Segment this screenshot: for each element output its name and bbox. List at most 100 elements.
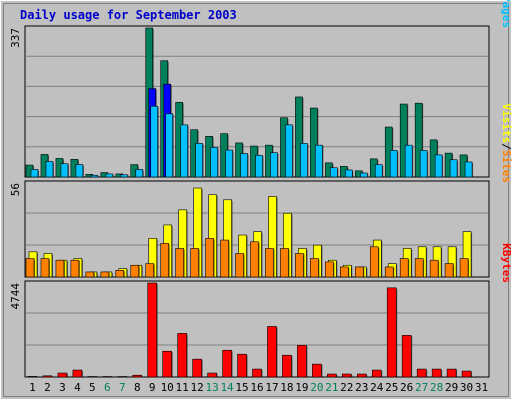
bar-sites-day-15 xyxy=(236,254,244,278)
bar-pages-day-1 xyxy=(31,169,38,177)
x-tick-label-17: 17 xyxy=(265,381,278,394)
x-tick-label-7: 7 xyxy=(119,381,126,394)
x-tick-label-19: 19 xyxy=(295,381,308,394)
x-tick-label-3: 3 xyxy=(59,381,66,394)
bar-sites-day-29 xyxy=(445,264,453,277)
x-tick-label-27: 27 xyxy=(415,381,428,394)
bar-kbytes-day-30 xyxy=(462,371,471,377)
bar-kbytes-day-28 xyxy=(432,369,441,377)
bar-kbytes-day-29 xyxy=(447,369,456,377)
legend-entry-visits-0: Visits xyxy=(500,104,512,144)
bar-sites-day-11 xyxy=(176,248,184,277)
bar-pages-day-13 xyxy=(211,147,218,177)
bar-pages-day-3 xyxy=(61,164,68,177)
bar-pages-day-28 xyxy=(435,155,442,177)
bar-kbytes-day-4 xyxy=(73,370,82,377)
x-tick-label-28: 28 xyxy=(430,381,443,394)
bar-kbytes-day-16 xyxy=(253,369,262,377)
x-tick-label-21: 21 xyxy=(325,381,338,394)
panel-max-label-visits: 56 xyxy=(9,183,22,196)
bar-kbytes-day-15 xyxy=(238,354,247,377)
bar-pages-day-26 xyxy=(405,145,412,177)
bar-pages-day-6 xyxy=(106,174,113,177)
bar-sites-day-5 xyxy=(86,272,94,277)
bar-pages-day-17 xyxy=(270,153,277,177)
bar-kbytes-day-3 xyxy=(58,373,67,377)
bar-sites-day-16 xyxy=(251,242,259,277)
x-tick-label-20: 20 xyxy=(310,381,323,394)
bar-pages-day-9 xyxy=(151,106,158,177)
bar-sites-day-24 xyxy=(370,247,378,277)
x-tick-label-30: 30 xyxy=(460,381,473,394)
bar-pages-day-12 xyxy=(196,143,203,177)
x-tick-label-13: 13 xyxy=(205,381,218,394)
bar-pages-day-4 xyxy=(76,165,83,177)
x-tick-label-8: 8 xyxy=(134,381,141,394)
bar-pages-day-8 xyxy=(136,169,143,177)
legend-entry-hits-4: Pages xyxy=(500,0,512,28)
bar-pages-day-27 xyxy=(420,150,427,177)
bar-pages-day-30 xyxy=(465,162,472,177)
bar-kbytes-day-12 xyxy=(193,359,202,377)
x-tick-label-22: 22 xyxy=(340,381,353,394)
bar-kbytes-day-10 xyxy=(163,351,172,377)
x-tick-label-18: 18 xyxy=(280,381,293,394)
x-tick-label-26: 26 xyxy=(400,381,413,394)
x-tick-label-16: 16 xyxy=(250,381,263,394)
bar-pages-day-2 xyxy=(46,162,53,177)
bar-pages-day-5 xyxy=(91,175,98,177)
bar-kbytes-day-11 xyxy=(178,333,187,377)
bar-pages-day-25 xyxy=(390,150,397,177)
bar-pages-day-24 xyxy=(375,165,382,177)
bar-pages-day-14 xyxy=(226,150,233,177)
bar-sites-day-27 xyxy=(415,259,423,277)
bar-pages-day-11 xyxy=(181,125,188,177)
bar-sites-day-9 xyxy=(146,264,154,277)
bar-kbytes-day-23 xyxy=(357,374,366,377)
bar-sites-day-4 xyxy=(71,260,79,277)
bar-sites-day-12 xyxy=(191,248,199,277)
x-tick-label-31: 31 xyxy=(475,381,488,394)
legend-visits: Visits/Sites xyxy=(500,104,512,184)
bar-kbytes-day-18 xyxy=(282,355,291,377)
bar-kbytes-day-26 xyxy=(402,335,411,377)
legend-hits: Hits/Files/Pages xyxy=(500,0,512,28)
bar-sites-day-18 xyxy=(280,248,288,277)
bar-sites-day-26 xyxy=(400,259,408,277)
bar-kbytes-day-20 xyxy=(312,364,321,377)
x-tick-label-11: 11 xyxy=(176,381,189,394)
x-tick-label-5: 5 xyxy=(89,381,96,394)
bar-pages-day-21 xyxy=(330,168,337,177)
bar-pages-day-7 xyxy=(121,175,128,177)
legend-entry-visits-2: Sites xyxy=(500,150,512,183)
bar-kbytes-day-21 xyxy=(327,374,336,377)
bar-sites-day-30 xyxy=(460,259,468,277)
legend-entry-kbytes-0: KBytes xyxy=(500,243,512,283)
x-tick-label-25: 25 xyxy=(385,381,398,394)
x-tick-label-29: 29 xyxy=(445,381,458,394)
bar-sites-day-14 xyxy=(221,240,229,277)
x-tick-label-15: 15 xyxy=(235,381,248,394)
bar-sites-day-28 xyxy=(430,260,438,277)
x-tick-label-6: 6 xyxy=(104,381,111,394)
bar-sites-day-8 xyxy=(131,265,139,277)
bar-kbytes-day-2 xyxy=(43,376,52,377)
x-tick-label-2: 2 xyxy=(44,381,51,394)
bar-kbytes-day-27 xyxy=(417,369,426,377)
bar-kbytes-day-1 xyxy=(28,376,37,377)
x-tick-label-1: 1 xyxy=(29,381,36,394)
bar-sites-day-21 xyxy=(325,262,333,277)
bar-sites-day-1 xyxy=(26,259,34,277)
bar-kbytes-day-13 xyxy=(208,373,217,377)
legend-kbytes: KBytes xyxy=(500,243,512,283)
bar-pages-day-15 xyxy=(241,154,248,177)
bar-kbytes-day-8 xyxy=(133,375,142,377)
panel-max-label-kbytes: 4744 xyxy=(9,283,22,310)
x-tick-label-23: 23 xyxy=(355,381,368,394)
bar-kbytes-day-14 xyxy=(223,350,232,377)
bar-pages-day-20 xyxy=(315,145,322,177)
bar-sites-day-20 xyxy=(310,259,318,277)
bar-kbytes-day-22 xyxy=(342,374,351,377)
